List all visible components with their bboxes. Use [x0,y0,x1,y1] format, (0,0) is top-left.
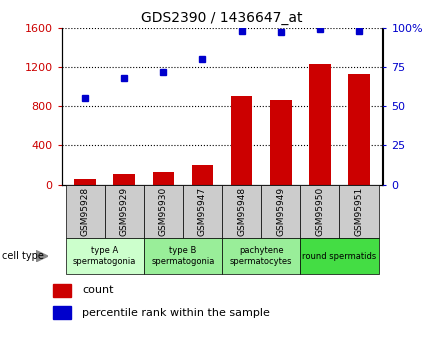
Text: round spermatids: round spermatids [302,252,377,261]
Bar [53,284,71,297]
Bar [340,185,379,238]
Text: type B
spermatogonia: type B spermatogonia [151,246,215,266]
Bar [222,185,261,238]
Text: GSM95929: GSM95929 [120,187,129,236]
Polygon shape [36,250,48,262]
Bar [65,238,144,274]
Bar [300,238,379,274]
Bar [113,174,135,185]
Text: GSM95949: GSM95949 [276,187,285,236]
Bar [309,64,331,185]
Bar [65,185,105,238]
Bar [261,185,300,238]
Bar [144,238,222,274]
Bar [222,238,300,274]
Text: cell type: cell type [2,251,44,261]
Text: GSM95951: GSM95951 [354,187,363,236]
Bar [300,185,340,238]
Bar [231,96,252,185]
Bar [270,100,292,185]
Bar [144,185,183,238]
Bar [348,74,370,185]
Text: GSM95950: GSM95950 [315,187,324,236]
Text: GSM95928: GSM95928 [81,187,90,236]
Text: GSM95947: GSM95947 [198,187,207,236]
Bar [105,185,144,238]
Text: GSM95930: GSM95930 [159,187,168,236]
Title: GDS2390 / 1436647_at: GDS2390 / 1436647_at [141,11,303,25]
Text: GSM95948: GSM95948 [237,187,246,236]
Text: pachytene
spermatocytes: pachytene spermatocytes [230,246,292,266]
Bar [53,306,71,319]
Text: count: count [82,285,114,295]
Text: type A
spermatogonia: type A spermatogonia [73,246,136,266]
Text: percentile rank within the sample: percentile rank within the sample [82,308,270,318]
Bar [183,185,222,238]
Bar [192,165,213,185]
Bar [74,179,96,185]
Bar [153,172,174,185]
